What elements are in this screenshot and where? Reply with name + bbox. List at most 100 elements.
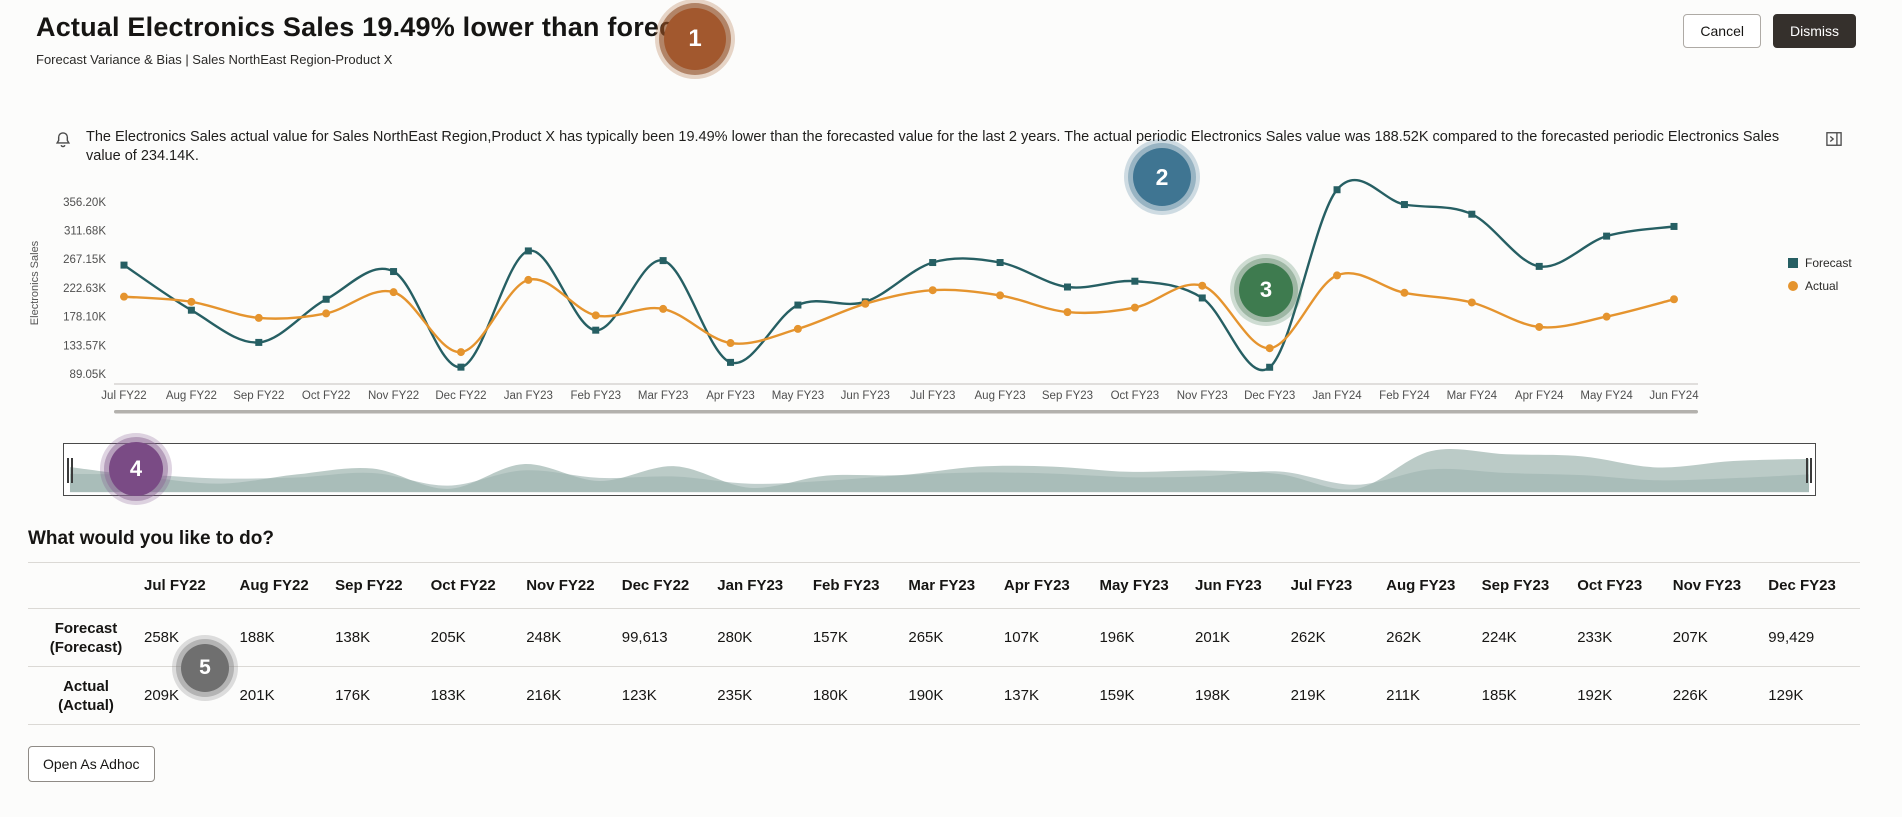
header: Actual Electronics Sales 19.49% lower th… [36,12,714,67]
page-title: Actual Electronics Sales 19.49% lower th… [36,12,714,42]
table-col-header: Jan FY23 [713,562,809,609]
table-cell[interactable]: 224K [1477,608,1574,667]
annotation-badge-5[interactable]: 5 [181,644,229,692]
table-cell[interactable]: 262K [1286,608,1383,667]
table-col-header: Aug FY23 [1382,562,1478,609]
svg-text:Mar FY24: Mar FY24 [1447,390,1498,402]
forecast-legend-marker-icon [1788,258,1798,268]
table-cell[interactable]: 99,613 [617,608,714,667]
table-cell[interactable]: 205K [426,608,523,667]
svg-text:133.57K: 133.57K [63,340,106,352]
table-col-header: Aug FY22 [235,562,332,609]
table-cell[interactable]: 129K [1764,666,1860,725]
chart-legend: Forecast Actual [1788,256,1852,302]
table-cell[interactable]: 185K [1477,666,1574,725]
svg-text:222.63K: 222.63K [63,283,106,295]
annotation-badge-2[interactable]: 2 [1133,148,1191,206]
scrubber-left-handle[interactable] [66,458,74,483]
svg-text:311.68K: 311.68K [64,226,106,238]
table-cell[interactable]: 123K [617,666,714,725]
svg-text:Oct FY23: Oct FY23 [1111,390,1160,402]
table-corner [28,562,140,609]
table-cell[interactable]: 207K [1668,608,1765,667]
table-cell[interactable]: 216K [522,666,618,725]
header-actions: Cancel Dismiss [1683,14,1856,48]
table-col-header: Oct FY23 [1573,562,1669,609]
table-cell[interactable]: 157K [808,608,905,667]
table-cell[interactable]: 137K [999,666,1096,725]
table-cell[interactable]: 176K [331,666,427,725]
table-cell[interactable]: 107K [999,608,1096,667]
page-subtitle: Forecast Variance & Bias | Sales NorthEa… [36,52,393,67]
insight-text: The Electronics Sales actual value for S… [86,129,1780,164]
table-cell[interactable]: 159K [1095,666,1192,725]
table-cell[interactable]: 99,429 [1764,608,1860,667]
svg-text:Aug FY23: Aug FY23 [975,390,1026,402]
annotation-badge-3[interactable]: 3 [1239,263,1293,317]
table-cell[interactable]: 248K [522,608,618,667]
table-cell[interactable]: 201K [235,666,332,725]
table-col-header: Sep FY23 [1477,562,1574,609]
legend-item-forecast[interactable]: Forecast [1788,256,1852,270]
table-cell[interactable]: 265K [904,608,1000,667]
svg-text:Feb FY23: Feb FY23 [570,390,621,402]
table-col-header: Apr FY23 [999,562,1096,609]
annotation-badge-4[interactable]: 4 [109,442,163,496]
svg-text:Dec FY22: Dec FY22 [435,390,486,402]
table-row: Forecast (Forecast) 258K 188K 138K 205K 248K 99… [28,608,1860,667]
table-row-label: Forecast (Forecast) [28,608,140,667]
table-cell[interactable]: 201K [1191,608,1287,667]
svg-text:267.15K: 267.15K [63,254,106,266]
forecast-actual-line-chart[interactable]: 89.05K 133.57K 178.10K 222.63K 267.15K 311.68… [22,178,1722,418]
table-cell[interactable]: 198K [1191,666,1287,725]
table-col-header: Nov FY23 [1668,562,1765,609]
forecast-actual-table: Jul FY22 Aug FY22 Sep FY22 Oct FY22 Nov FY22… [28,562,1860,725]
svg-text:Apr FY24: Apr FY24 [1515,390,1564,402]
svg-text:Jan FY24: Jan FY24 [1312,390,1362,402]
table-col-header: Nov FY22 [522,562,618,609]
table-cell[interactable]: 196K [1095,608,1192,667]
table-cell[interactable]: 192K [1573,666,1669,725]
table-cell[interactable]: 262K [1382,608,1478,667]
scrubber-right-handle[interactable] [1805,458,1813,483]
svg-text:Sep FY22: Sep FY22 [233,390,284,402]
svg-text:Aug FY22: Aug FY22 [166,390,217,402]
legend-item-actual[interactable]: Actual [1788,279,1852,293]
chart-section: 89.05K 133.57K 178.10K 222.63K 267.15K 311.68… [22,178,1722,423]
detail-panel-icon[interactable] [1824,129,1844,154]
table-cell[interactable]: 138K [331,608,427,667]
svg-text:Feb FY24: Feb FY24 [1379,390,1430,402]
table-cell[interactable]: 211K [1382,666,1478,725]
table-col-header: Jul FY23 [1286,562,1383,609]
table-col-header: Dec FY23 [1764,562,1860,609]
cancel-button[interactable]: Cancel [1683,14,1761,48]
legend-label: Forecast [1805,256,1852,270]
table-cell[interactable]: 280K [713,608,809,667]
table-cell[interactable]: 219K [1286,666,1383,725]
svg-text:Jun FY24: Jun FY24 [1649,390,1699,402]
table-col-header: May FY23 [1095,562,1192,609]
table-cell[interactable]: 235K [713,666,809,725]
svg-text:Jun FY23: Jun FY23 [841,390,890,402]
annotation-badge-1[interactable]: 1 [664,8,726,70]
svg-text:Electronics Sales: Electronics Sales [29,240,41,325]
table-cell[interactable]: 233K [1573,608,1669,667]
table-col-header: Jun FY23 [1191,562,1287,609]
svg-text:Nov FY22: Nov FY22 [368,390,419,402]
actual-legend-marker-icon [1788,281,1798,291]
table-cell[interactable]: 226K [1668,666,1765,725]
table-cell[interactable]: 180K [808,666,905,725]
table-cell[interactable]: 188K [235,608,332,667]
svg-text:89.05K: 89.05K [70,369,107,381]
svg-text:Sep FY23: Sep FY23 [1042,390,1093,402]
table-col-header: Feb FY23 [808,562,905,609]
svg-text:Jul FY23: Jul FY23 [910,390,955,402]
table-cell[interactable]: 183K [426,666,523,725]
dismiss-button[interactable]: Dismiss [1773,14,1856,48]
svg-text:Apr FY23: Apr FY23 [706,390,755,402]
time-range-scrubber[interactable] [63,443,1816,496]
open-as-adhoc-button[interactable]: Open As Adhoc [28,746,155,782]
insight-bell-icon [53,130,73,155]
table-cell[interactable]: 190K [904,666,1000,725]
table-col-header: Mar FY23 [904,562,1000,609]
